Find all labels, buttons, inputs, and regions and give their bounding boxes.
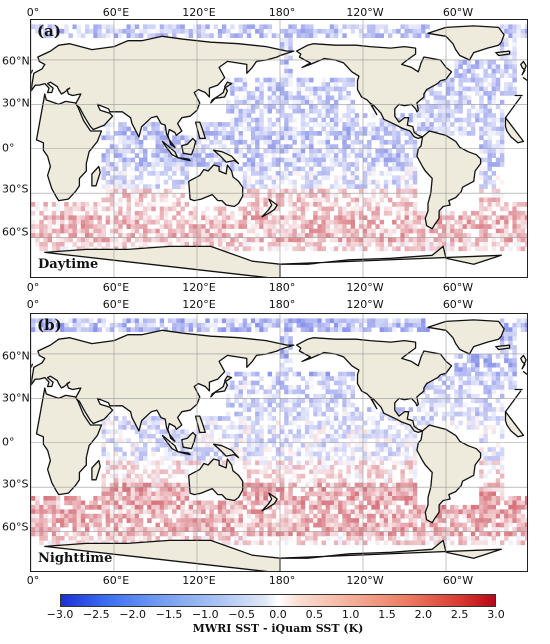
colorbar-tick-label: 1.0 <box>341 608 360 621</box>
colorbar-tick-label: −2.5 <box>82 608 110 621</box>
lon-label: 120°W <box>346 574 384 587</box>
lon-label: 60°W <box>442 298 474 311</box>
lat-label: 60°N <box>2 54 30 68</box>
lon-label: 120°W <box>346 298 384 311</box>
colorbar-ticks: −3.0 −2.5 −2.0 −1.5 −1.0 −0.5 0.0 0.5 1.0 1.5 2.0 2… <box>47 607 505 621</box>
lat-label: 30°S <box>2 182 29 196</box>
colorbar-tick-label: 0.5 <box>305 608 324 621</box>
panel-name: Daytime <box>38 257 99 272</box>
colorbar-tick-label: 3.0 <box>487 608 505 621</box>
lat-label: 60°S <box>2 225 29 239</box>
colorbar-tick-label: −1.5 <box>155 608 183 621</box>
panel-b-top-longitude-labels: 0° 60°E 120°E 180° 120°W 60°W <box>0 298 550 312</box>
colorbar: −3.0 −2.5 −2.0 −1.5 −1.0 −0.5 0.0 0.5 1.0 1.5 2.0 2… <box>47 594 505 635</box>
lon-label: 120°E <box>182 298 216 311</box>
mid-longitude-labels: 0° 60°E 120°E 180° 120°W 60°W <box>0 281 550 295</box>
landmasses <box>31 25 527 277</box>
graticule <box>31 20 527 277</box>
graticule <box>31 314 527 571</box>
colorbar-tick-label: −0.5 <box>228 608 256 621</box>
colorbar-tick-label: 2.5 <box>450 608 469 621</box>
colorbar-tick-label: 0.0 <box>269 608 287 621</box>
colorbar-tick-label: −2.0 <box>119 608 147 621</box>
bottom-longitude-labels: 0° 60°E 120°E 180° 120°W 60°W <box>0 574 550 588</box>
panel-name: Nighttime <box>38 551 113 566</box>
lon-label: 180° <box>268 298 296 311</box>
lon-label: 180° <box>268 6 296 19</box>
lon-label: 120°E <box>182 281 216 294</box>
lon-label: 0° <box>26 574 40 587</box>
top-longitude-labels: 0° 60°E 120°E 180° 120°W 60°W <box>0 6 550 20</box>
lon-label: 180° <box>268 574 296 587</box>
lon-label: 60°E <box>102 6 130 19</box>
colorbar-tick-label: −1.0 <box>191 608 219 621</box>
map-panel-nighttime: (b) Nighttime <box>30 313 528 572</box>
lon-label: 120°W <box>346 6 384 19</box>
lon-label: 60°E <box>102 298 130 311</box>
lon-label: 120°E <box>182 574 216 587</box>
colorbar-tick-label: 1.5 <box>378 608 396 621</box>
lon-label: 120°E <box>182 6 216 19</box>
lon-label: 60°E <box>102 281 130 294</box>
map-canvas <box>31 20 527 277</box>
sst-difference-grid <box>31 24 527 252</box>
lon-label: 0° <box>26 6 40 19</box>
lat-label: 60°N <box>2 349 30 363</box>
lon-label: 0° <box>26 298 40 311</box>
lat-label: 0° <box>2 141 15 155</box>
map-panel-daytime: (a) Daytime <box>30 19 528 278</box>
map-canvas <box>31 314 527 571</box>
lat-label: 60°S <box>2 520 29 534</box>
lat-label: 30°N <box>2 96 30 110</box>
lon-label: 120°W <box>346 281 384 294</box>
lon-label: 0° <box>26 281 40 294</box>
lon-label: 60°W <box>442 281 474 294</box>
lat-label: 30°S <box>2 477 29 491</box>
panel-tag: (a) <box>37 22 61 40</box>
lon-label: 60°W <box>442 574 474 587</box>
lon-label: 180° <box>268 281 296 294</box>
lat-label: 30°N <box>2 391 30 405</box>
lon-label: 60°W <box>442 6 474 19</box>
colorbar-tick-label: −3.0 <box>46 608 74 621</box>
lon-label: 60°E <box>102 574 130 587</box>
colorbar-tick-label: 2.0 <box>414 608 433 621</box>
colorbar-gradient <box>60 594 496 607</box>
panel-tag: (b) <box>37 316 62 334</box>
lat-label: 0° <box>2 435 15 449</box>
colorbar-label: MWRI SST - iQuam SST (K) <box>192 622 364 635</box>
